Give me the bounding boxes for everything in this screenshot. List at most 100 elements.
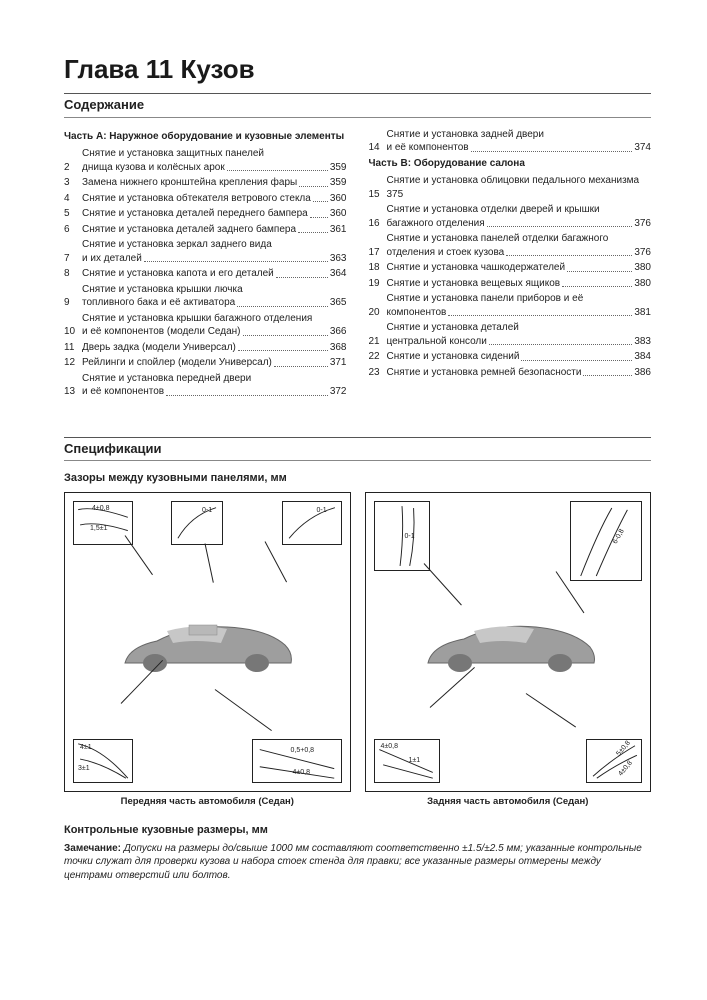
toc-number: 11 <box>64 341 82 355</box>
toc-number: 20 <box>369 306 387 320</box>
toc-last-line: и её компонентов374 <box>387 141 652 155</box>
toc-line-text: Снятие и установка деталей переднего бам… <box>82 207 308 221</box>
toc-line: Снятие и установка крышки багажного отде… <box>82 312 347 326</box>
toc-row: 9Снятие и установка крышки лючкатопливно… <box>64 283 347 310</box>
toc-last-line: и их деталей363 <box>82 252 347 266</box>
toc-line-text: и её компонентов <box>387 141 469 155</box>
toc-last-line: Рейлинги и спойлер (модели Универсал)371 <box>82 356 347 370</box>
toc-line-text: днища кузова и колёсных арок <box>82 161 225 175</box>
toc-leader <box>243 335 328 336</box>
toc-right-column: 14Снятие и установка задней дверии её ко… <box>369 128 652 401</box>
toc-last-line: отделения и стоек кузова376 <box>387 246 652 260</box>
callout-box: 4±1 3±1 <box>73 739 133 783</box>
toc-text: Дверь задка (модели Универсал)368 <box>82 341 347 355</box>
part-b-heading: Часть В: Оборудование салона <box>369 157 652 171</box>
toc-number: 18 <box>369 261 387 275</box>
toc-line-text: Снятие и установка деталей заднего бампе… <box>82 223 296 237</box>
toc-row: 11Дверь задка (модели Универсал)368 <box>64 341 347 355</box>
toc-last-line: 375 <box>387 188 652 202</box>
chapter-title: Глава 11 Кузов <box>64 52 651 87</box>
toc-left-column: Часть А: Наружное оборудование и кузовны… <box>64 128 347 401</box>
toc-text: Снятие и установка передней дверии её ко… <box>82 372 347 399</box>
toc-page: 359 <box>330 161 347 175</box>
toc-line: Снятие и установка деталей <box>387 321 652 335</box>
toc-last-line: компонентов381 <box>387 306 652 320</box>
toc-number: 14 <box>369 141 387 155</box>
dim-label: 0-1 <box>202 506 212 515</box>
toc-last-line: и её компонентов (модели Седан)366 <box>82 325 347 339</box>
toc-page: 376 <box>634 246 651 260</box>
toc-text: Снятие и установка деталейцентральной ко… <box>387 321 652 348</box>
toc-leader <box>448 315 632 316</box>
note-label: Замечание: <box>64 843 121 854</box>
toc-page: 368 <box>330 341 347 355</box>
toc-line-text: и их деталей <box>82 252 142 266</box>
toc-number: 12 <box>64 356 82 370</box>
toc-page: 365 <box>330 296 347 310</box>
toc-page: 361 <box>330 223 347 237</box>
toc-row: 15Снятие и установка облицовки педальног… <box>369 174 652 201</box>
toc-page: 376 <box>634 217 651 231</box>
toc-page: 386 <box>634 366 651 380</box>
part-a-heading: Часть А: Наружное оборудование и кузовны… <box>64 130 347 144</box>
toc-number: 19 <box>369 277 387 291</box>
callout-box: 0-1 <box>282 501 342 545</box>
toc-leader <box>567 271 632 272</box>
toc-number: 3 <box>64 176 82 190</box>
dim-label: 1±1 <box>409 756 421 765</box>
toc-number: 8 <box>64 267 82 281</box>
toc-text: Снятие и установка крышки багажного отде… <box>82 312 347 339</box>
dim-label: 0,5+0,8 <box>291 746 315 755</box>
toc-page: 380 <box>634 277 651 291</box>
toc-row: 20Снятие и установка панели приборов и е… <box>369 292 652 319</box>
toc-text: Снятие и установка панелей отделки багаж… <box>387 232 652 259</box>
leader-line <box>423 563 461 605</box>
toc-leader <box>583 375 632 376</box>
toc-text: Снятие и установка капота и его деталей 3… <box>82 267 347 281</box>
toc-last-line: Снятие и установка сидений384 <box>387 350 652 364</box>
toc-row: 7Снятие и установка зеркал заднего видаи… <box>64 238 347 265</box>
toc-line: Снятие и установка защитных панелей <box>82 147 347 161</box>
toc-page: 384 <box>634 350 651 364</box>
toc-page: 364 <box>330 267 347 281</box>
diagram-rear-caption: Задняя часть автомобиля (Седан) <box>365 796 652 809</box>
toc-number: 9 <box>64 296 82 310</box>
toc-last-line: Снятие и установка деталей заднего бампе… <box>82 223 347 237</box>
toc-leader <box>227 170 328 171</box>
toc-row: 3Замена нижнего кронштейна крепления фар… <box>64 176 347 190</box>
toc-last-line: Снятие и установка ремней безопасности38… <box>387 366 652 380</box>
leader-line <box>525 693 575 727</box>
toc-line-text: Снятие и установка капота и его деталей <box>82 267 274 281</box>
toc-leader <box>310 217 328 218</box>
toc-leader <box>521 360 632 361</box>
toc-leader <box>144 261 328 262</box>
toc-line-text: топливного бака и её активатора <box>82 296 235 310</box>
toc-line: Снятие и установка крышки лючка <box>82 283 347 297</box>
toc-row: 21Снятие и установка деталейцентральной … <box>369 321 652 348</box>
toc-row: 6Снятие и установка деталей заднего бамп… <box>64 223 347 237</box>
toc-last-line: Снятие и установка деталей переднего бам… <box>82 207 347 221</box>
dimensions-heading: Контрольные кузовные размеры, мм <box>64 823 651 838</box>
callout-box: 4±0,8 1,5±1 <box>73 501 133 545</box>
toc-text: Снятие и установка сидений384 <box>387 350 652 364</box>
toc-line: Снятие и установка передней двери <box>82 372 347 386</box>
dim-label: 1,5±1 <box>90 524 107 533</box>
dim-label: 4±0,8 <box>381 742 398 751</box>
toc-text: Снятие и установка чашкодержателей380 <box>387 261 652 275</box>
toc-number: 16 <box>369 217 387 231</box>
toc-row: 8Снятие и установка капота и его деталей… <box>64 267 347 281</box>
diagram-rear: 0-1 6-0,8 4±0,8 1±1 5±0,8 4±0,8 <box>365 492 652 792</box>
leader-line <box>125 535 153 575</box>
toc-row: 18Снятие и установка чашкодержателей380 <box>369 261 652 275</box>
leader-line <box>215 689 272 731</box>
toc-leader <box>489 344 632 345</box>
toc-row: 10Снятие и установка крышки багажного от… <box>64 312 347 339</box>
toc-row: 5Снятие и установка деталей переднего ба… <box>64 207 347 221</box>
toc-page: 383 <box>634 335 651 349</box>
toc-number: 15 <box>369 188 387 202</box>
toc-leader <box>298 232 328 233</box>
toc-line-text: Снятие и установка чашкодержателей <box>387 261 566 275</box>
leader-line <box>265 541 287 582</box>
toc-text: Снятие и установка ремней безопасности38… <box>387 366 652 380</box>
toc-text: Замена нижнего кронштейна крепления фары… <box>82 176 347 190</box>
